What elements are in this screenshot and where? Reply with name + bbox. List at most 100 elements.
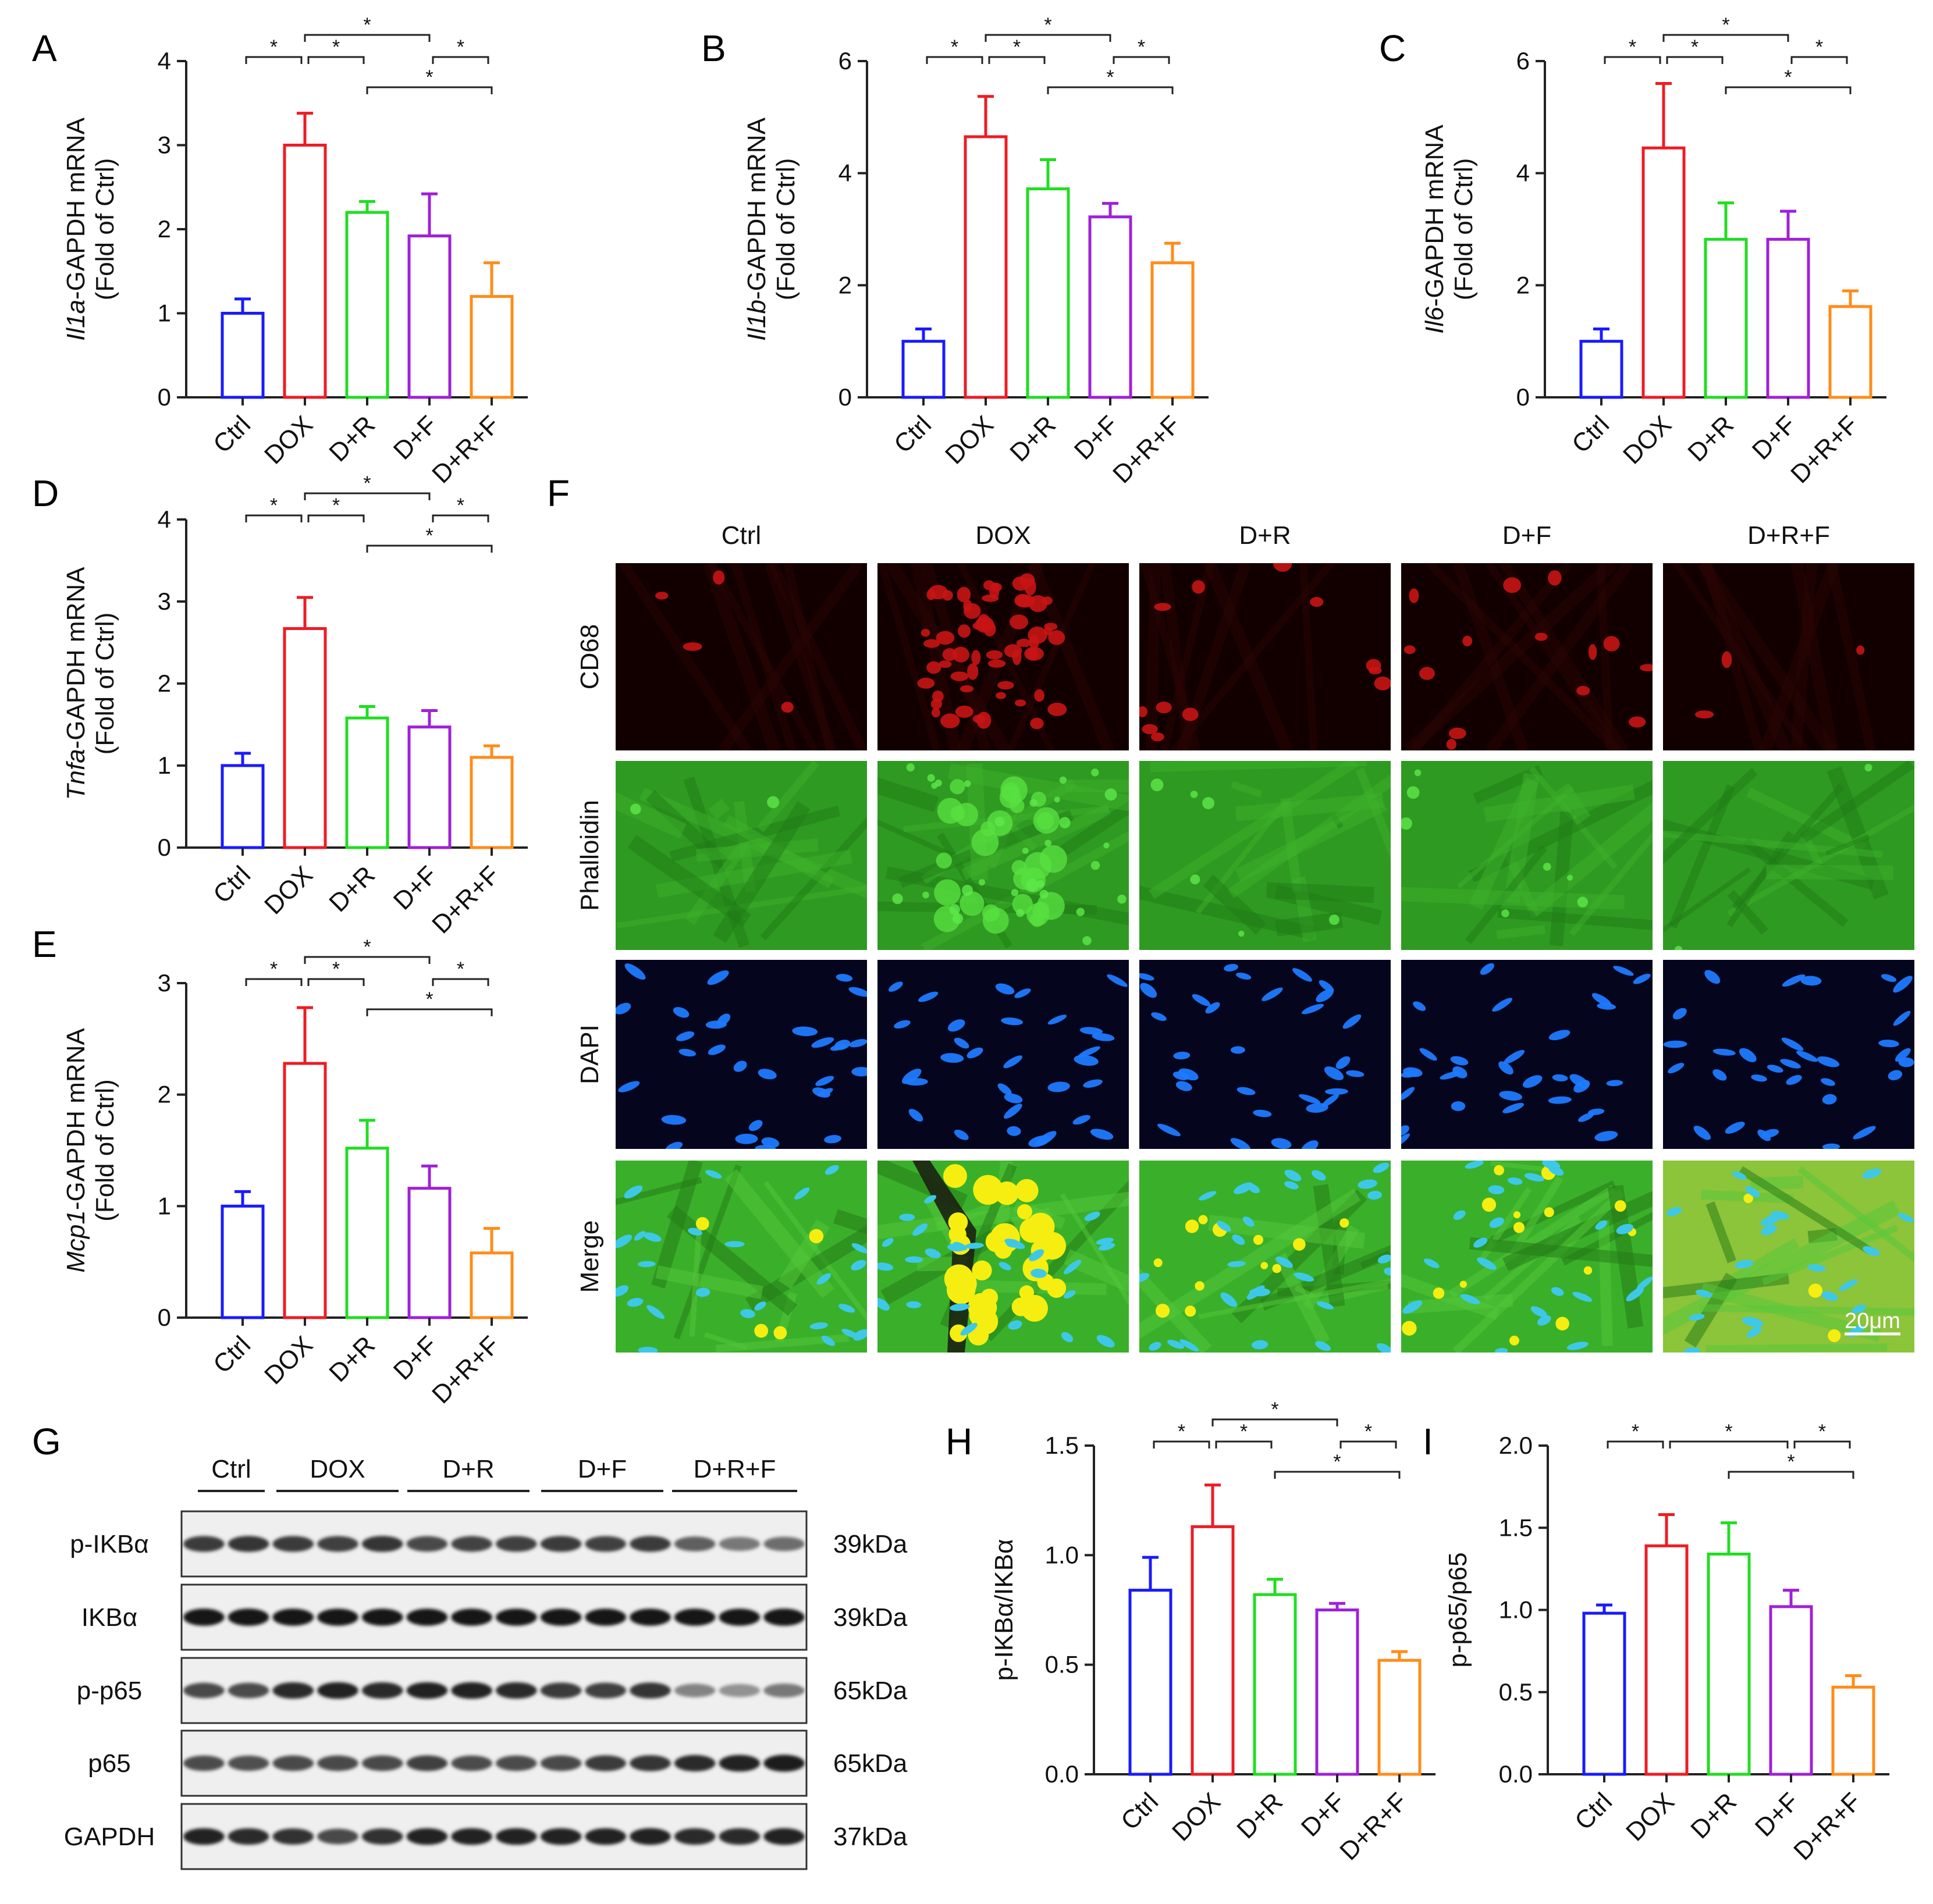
bright-spot — [906, 763, 915, 772]
x-tick-label: Ctrl — [208, 410, 256, 458]
actin-fiber — [1150, 761, 1367, 773]
actin-fiber — [760, 816, 867, 941]
tissue-streak — [764, 563, 837, 750]
nucleus — [705, 1170, 722, 1179]
significance-star: * — [951, 36, 958, 58]
protein-band — [630, 1828, 671, 1845]
tissue-streak — [1007, 563, 1096, 750]
tissue-streak — [731, 563, 797, 750]
nucleus — [901, 1069, 922, 1084]
tile-content — [616, 1161, 867, 1353]
actin-fiber — [1827, 766, 1889, 900]
cd68-signal — [1503, 577, 1521, 593]
significance-star: * — [332, 958, 340, 980]
cd68-signal — [926, 589, 936, 600]
cd68-signal — [1409, 588, 1419, 603]
merge-fiber — [1797, 1166, 1914, 1262]
significance-bracket — [432, 978, 489, 986]
phalloidin-cluster — [999, 786, 1022, 809]
nucleus — [905, 1256, 923, 1263]
significance-bracket — [432, 514, 489, 522]
merge-fiber — [1738, 1166, 1872, 1254]
nucleus — [1139, 1273, 1150, 1283]
y-tick-label: 1.0 — [1045, 1541, 1079, 1568]
phalloidin-cluster — [1012, 894, 1033, 915]
protein-band — [183, 1536, 225, 1552]
x-tick-label: DOX — [940, 410, 999, 469]
y-tick-label: 2 — [158, 215, 171, 243]
bright-spot — [1026, 878, 1039, 892]
nucleus — [1725, 1122, 1745, 1134]
cd68-signal — [926, 661, 941, 674]
nucleus — [1090, 1129, 1114, 1140]
nucleus — [634, 1231, 646, 1241]
actin-fiber — [1726, 804, 1914, 917]
micrograph-tile — [877, 960, 1129, 1149]
nucleus — [1074, 1055, 1099, 1066]
colocalization-spot — [1544, 1207, 1554, 1218]
tile-content — [1401, 960, 1653, 1149]
bar — [407, 1187, 452, 1319]
significance-star: * — [1815, 36, 1823, 58]
cd68-signal — [987, 659, 1006, 668]
colocalization-spot — [1260, 1262, 1268, 1269]
merge-fiber — [1060, 1193, 1129, 1306]
protein-band — [228, 1536, 269, 1552]
nucleus — [908, 1109, 923, 1122]
merge-fiber — [1510, 1176, 1564, 1255]
nucleus — [830, 1044, 847, 1051]
protein-band — [272, 1682, 314, 1699]
significance-bracket — [304, 492, 431, 500]
significance-bracket — [1725, 86, 1852, 94]
merge-fiber — [1452, 1189, 1625, 1353]
nucleus — [638, 1347, 658, 1353]
bright-spot — [1104, 788, 1117, 801]
actin-fiber — [961, 804, 1112, 880]
nucleus — [755, 1145, 776, 1149]
bright-spot — [949, 904, 960, 915]
cd68-signal — [1534, 632, 1548, 641]
protein-band — [585, 1682, 627, 1699]
tissue-streak — [1790, 563, 1818, 750]
cd68-signal — [977, 614, 990, 631]
tile-content — [1401, 563, 1653, 750]
nucleus — [1192, 994, 1211, 1006]
y-tick-label: 4 — [838, 159, 852, 187]
y-axis-label: Il1b-GAPDH mRNA — [742, 117, 771, 341]
nucleus — [1852, 1304, 1866, 1314]
bar — [901, 340, 946, 399]
nucleus — [1606, 1080, 1623, 1087]
colocalization-spot — [1339, 1218, 1349, 1228]
actin-fiber — [656, 849, 852, 898]
protein-band — [540, 1755, 582, 1771]
nucleus — [1061, 1332, 1074, 1343]
actin-fiber — [1549, 812, 1574, 946]
nucleus — [816, 1273, 832, 1285]
nucleus — [616, 1285, 629, 1297]
significance-star: * — [457, 958, 464, 980]
merge-fiber — [1316, 1283, 1389, 1306]
bright-spot — [1414, 769, 1422, 777]
actin-fiber — [708, 799, 730, 820]
bar — [283, 1062, 327, 1319]
nucleus — [815, 1076, 834, 1086]
group-label: DOX — [310, 1455, 365, 1483]
cd68-signal — [1182, 707, 1199, 721]
actin-fiber — [1235, 798, 1387, 882]
nucleus — [1377, 1254, 1391, 1264]
nucleus — [1198, 1191, 1217, 1201]
micrograph-tile — [877, 563, 1129, 750]
significance-bracket — [1669, 1440, 1789, 1449]
protein-band — [317, 1536, 358, 1552]
x-tick-label: D+F — [388, 410, 443, 465]
x-tick-label: D+F — [388, 860, 443, 915]
cd68-signal — [1139, 706, 1147, 717]
merge-fiber — [1490, 1161, 1543, 1172]
colocalization-cluster — [1011, 1297, 1031, 1316]
nucleus — [627, 1298, 644, 1307]
colocalization-cluster — [1019, 1218, 1044, 1243]
actin-fiber — [1355, 767, 1391, 860]
nucleus — [1508, 1177, 1523, 1185]
colocalization-spot — [1253, 1234, 1264, 1245]
colocalization-cluster — [973, 1175, 1003, 1205]
